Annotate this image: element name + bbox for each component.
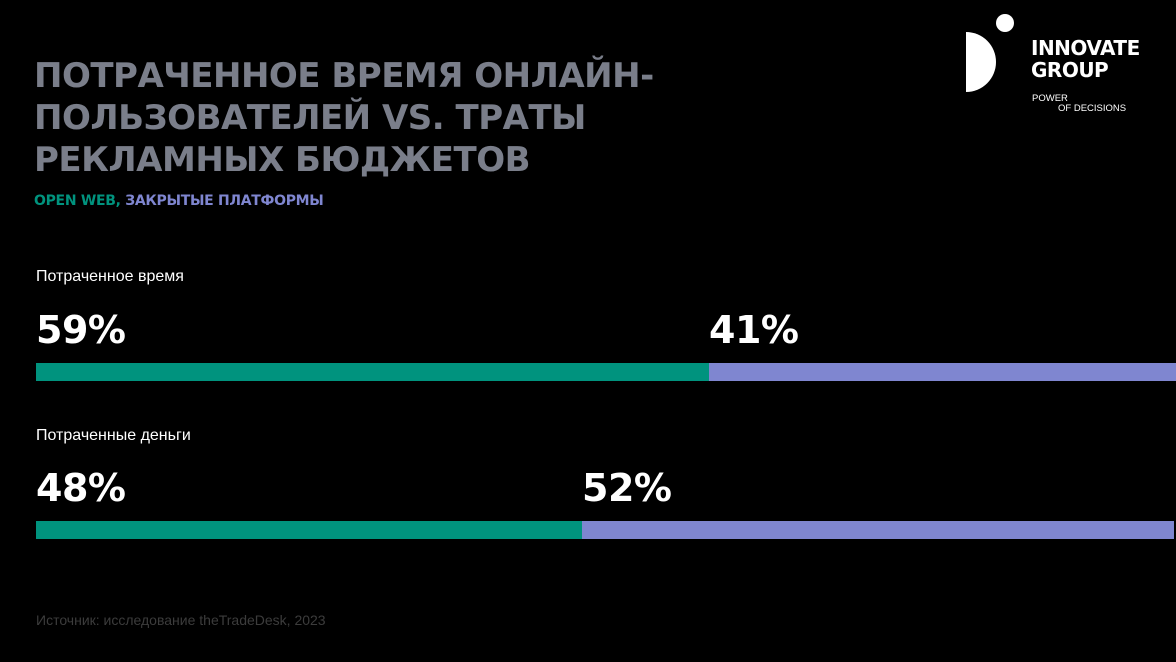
legend-closed-platforms: ЗАКРЫТЫЕ ПЛАТФОРМЫ	[120, 193, 324, 209]
title-line-2: ПОЛЬЗОВАТЕЛЕЙ VS. ТРАТЫ	[34, 98, 586, 138]
page-title: ПОТРАЧЕННОЕ ВРЕМЯ ОНЛАЙН- ПОЛЬЗОВАТЕЛЕЙ …	[34, 55, 794, 181]
pct-closed-money: 52%	[582, 466, 672, 510]
legend-open-web: OPEN WEB,	[34, 193, 121, 209]
logo-wordmark: INNOVATE GROUP	[1031, 36, 1140, 82]
bar-segment-open-web	[36, 521, 582, 539]
legend: OPEN WEB, ЗАКРЫТЫЕ ПЛАТФОРМЫ	[34, 193, 324, 209]
title-line-3: РЕКЛАМНЫХ БЮДЖЕТОВ	[34, 140, 531, 180]
group-label-money: Потраченные деньги	[36, 427, 191, 444]
stacked-bar-money	[36, 521, 1174, 539]
pct-open-web-money: 48%	[36, 466, 126, 510]
pct-closed-time: 41%	[709, 308, 799, 352]
source-note: Источник: исследование theTradeDesk, 202…	[36, 612, 326, 628]
stacked-bar-time	[36, 363, 1176, 381]
logo-tagline: POWER OF DECISIONS	[1032, 93, 1127, 114]
bar-segment-open-web	[36, 363, 709, 381]
logo-mark-icon	[966, 14, 1014, 92]
bar-segment-closed	[709, 363, 1176, 381]
group-label-time: Потраченное время	[36, 268, 184, 285]
pct-open-web-time: 59%	[36, 308, 126, 352]
bar-segment-closed	[582, 521, 1174, 539]
innovate-group-logo: INNOVATE GROUP POWER OF DECISIONS	[966, 12, 1176, 116]
title-line-1: ПОТРАЧЕННОЕ ВРЕМЯ ОНЛАЙН-	[34, 56, 654, 96]
